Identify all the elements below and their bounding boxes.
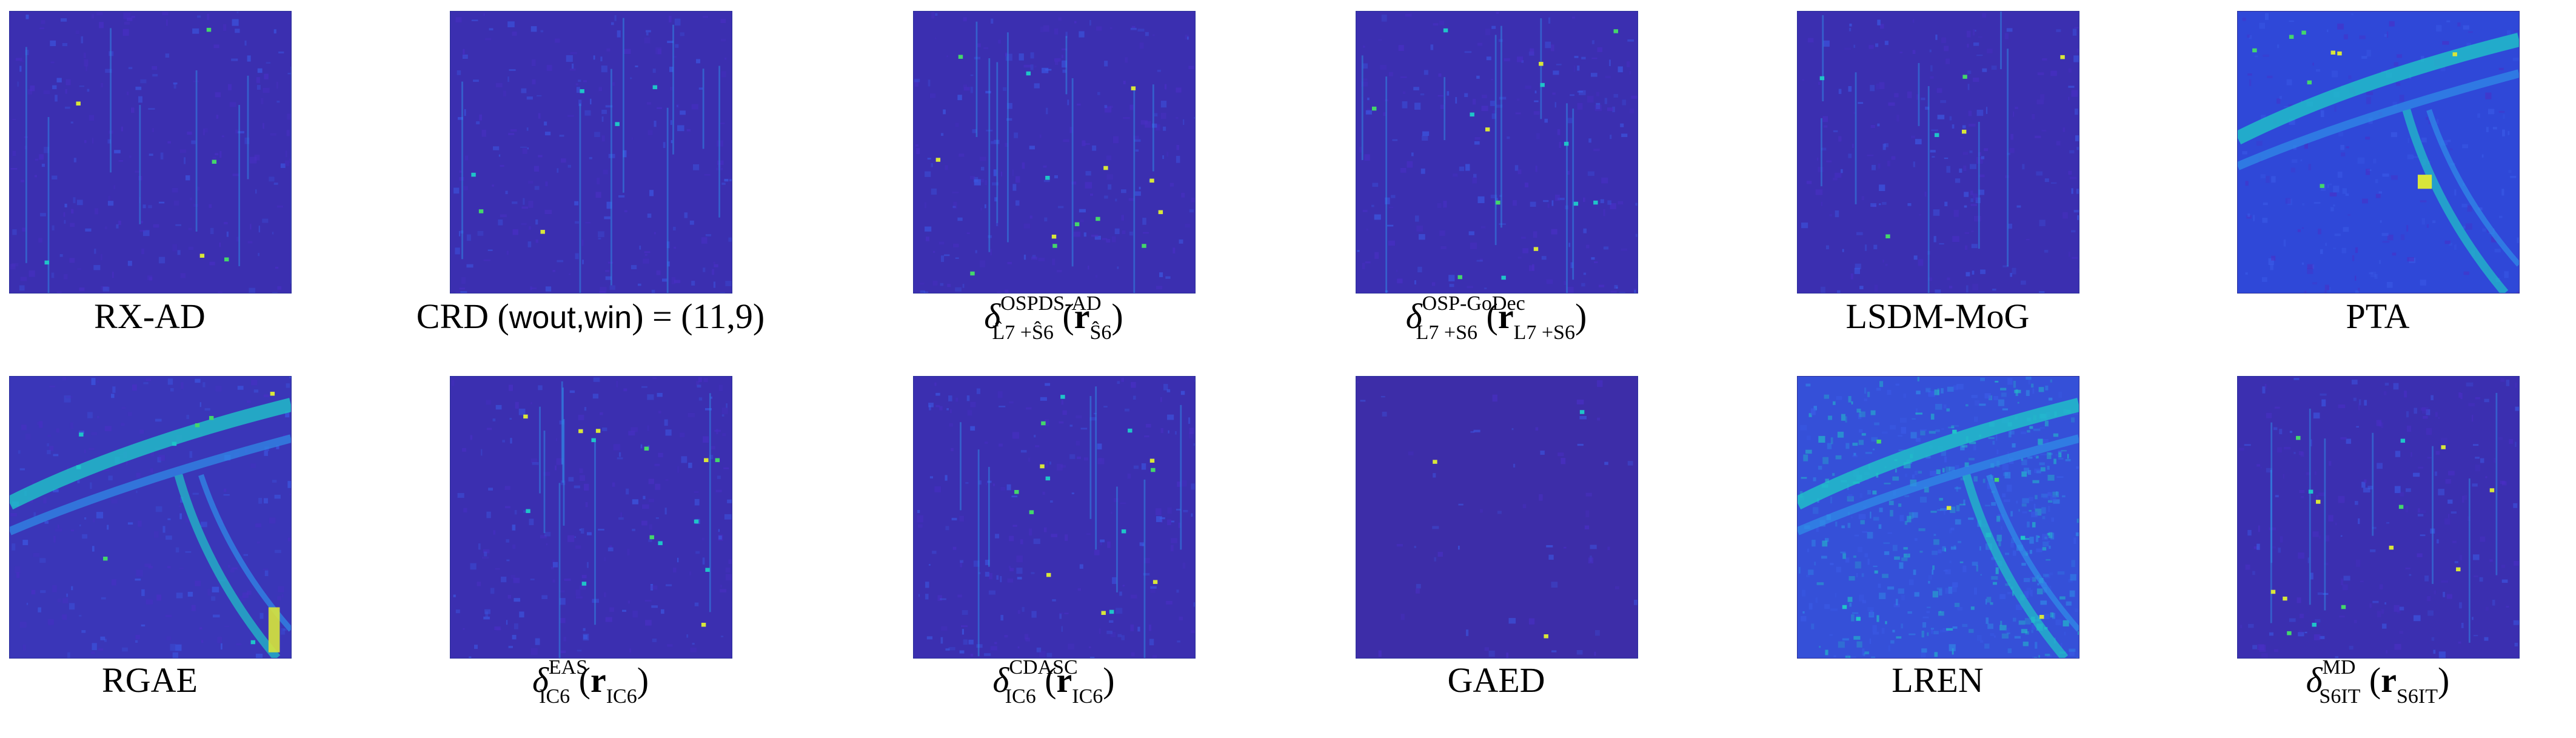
caption-lren: LREN bbox=[1892, 660, 1984, 700]
caption-cdasc: δCDASCIC6 (rIC6) bbox=[992, 656, 1115, 708]
caption-osp-godec: δOSP-GoDecL7 +S6 (rL7 +S6) bbox=[1405, 292, 1587, 344]
anomaly-map-pta bbox=[2237, 11, 2520, 294]
anomaly-map-lsdm-mog bbox=[1797, 11, 2079, 294]
anomaly-map-lren bbox=[1797, 376, 2079, 659]
anomaly-map-rgae bbox=[9, 376, 292, 659]
anomaly-map-crd bbox=[450, 11, 732, 294]
anomaly-map-osp-godec bbox=[1356, 11, 1638, 294]
caption-crd: CRD (wout,win) = (11,9) bbox=[416, 297, 765, 336]
caption-eas: δEASIC6 (rIC6) bbox=[532, 656, 649, 708]
caption-gaed: GAED bbox=[1447, 660, 1545, 700]
caption-rx-ad: RX-AD bbox=[94, 297, 206, 336]
caption-pta: PTA bbox=[2346, 297, 2410, 336]
anomaly-map-rx-ad bbox=[9, 11, 292, 294]
caption-md: δMDS6IT (rS6IT) bbox=[2306, 656, 2450, 708]
anomaly-map-gaed bbox=[1356, 376, 1638, 659]
anomaly-map-md bbox=[2237, 376, 2520, 659]
caption-ospds-ad: δOSPDS-ADL̂7 +Ŝ6 (rŜ6) bbox=[984, 292, 1123, 344]
anomaly-map-eas bbox=[450, 376, 732, 659]
anomaly-map-cdasc bbox=[913, 376, 1196, 659]
caption-rgae: RGAE bbox=[102, 660, 198, 700]
anomaly-map-ospds-ad bbox=[913, 11, 1196, 294]
caption-lsdm-mog: LSDM-MoG bbox=[1845, 297, 2030, 336]
